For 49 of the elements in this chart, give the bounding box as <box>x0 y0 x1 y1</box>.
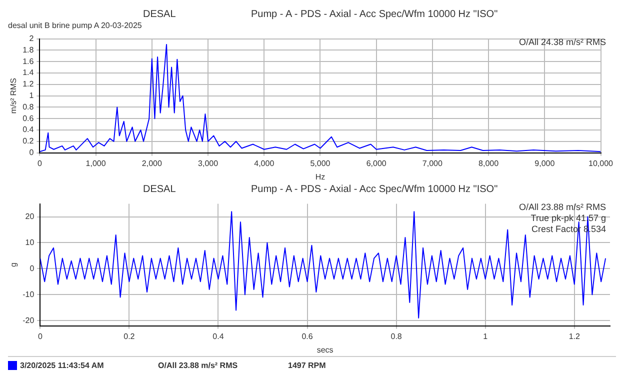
x-tick-label: 7,000 <box>422 158 444 168</box>
x-tick-label: 5,000 <box>310 158 331 168</box>
x-axis-title: Hz <box>315 172 326 182</box>
x-tick-label: 0.4 <box>212 332 224 341</box>
text: 1497 RPM <box>288 360 327 370</box>
x-tick-label: 0 <box>38 332 43 341</box>
y-tick-label: 10 <box>25 238 35 247</box>
y-tick-label: 0.2 <box>22 136 34 146</box>
x-tick-label: 1 <box>483 332 488 341</box>
chart-title: DESAL <box>143 8 177 21</box>
x-tick-label: 1.2 <box>568 332 580 341</box>
x-tick-label: 8,000 <box>478 158 500 168</box>
y-axis-title: g <box>9 262 18 268</box>
text: desal unit B brine pump A 20-03-2025 <box>8 21 143 31</box>
chart-title: DESAL <box>143 183 177 196</box>
annotation: O/All 24.38 m/s² RMS <box>518 37 606 48</box>
y-tick-label: 0 <box>29 148 34 158</box>
x-tick-label: 2,000 <box>142 158 162 168</box>
y-tick-label: 1.8 <box>22 45 34 54</box>
y-axis-title: m/s² RMS <box>9 78 18 114</box>
x-tick-label: 0 <box>37 158 42 168</box>
y-tick-label: 0 <box>30 264 35 273</box>
y-tick-label: 1.2 <box>22 80 34 89</box>
x-tick-label: 6,000 <box>366 158 387 168</box>
y-tick-label: 1 <box>29 91 34 100</box>
text: O/All 23.88 m/s² RMS <box>158 360 239 370</box>
x-tick-label: 9,000 <box>534 158 556 168</box>
y-tick-label: 0.6 <box>22 114 34 123</box>
y-tick-label: 1.4 <box>22 68 34 78</box>
x-axis-title: secs <box>316 345 334 354</box>
y-tick-label: 0.4 <box>22 125 34 134</box>
annotation: True pk-pk 41.57 g <box>530 213 606 224</box>
y-tick-label: -10 <box>22 290 35 299</box>
x-tick-label: 10,000 <box>588 158 614 168</box>
x-tick-label: 0.8 <box>390 332 402 341</box>
x-tick-label: 1,000 <box>86 158 106 168</box>
annotation: O/All 23.88 m/s² RMS <box>518 202 606 213</box>
x-tick-label: 0.2 <box>124 332 136 341</box>
chart-subtitle: Pump - A - PDS - Axial - Acc Spec/Wfm 10000 Hz "ISO" <box>251 8 498 21</box>
y-tick-label: 20 <box>25 212 35 221</box>
x-tick-label: 0.6 <box>302 332 314 341</box>
legend-label: 3/20/2025 11:43:54 AM <box>20 360 104 370</box>
x-tick-label: 4,000 <box>254 158 275 168</box>
y-tick-label: 2 <box>29 34 34 44</box>
x-tick-label: 3,000 <box>198 158 219 168</box>
y-tick-label: -20 <box>22 316 35 325</box>
y-tick-label: 0.8 <box>22 102 34 112</box>
y-tick-label: 1.6 <box>22 56 34 66</box>
chart-subtitle: Pump - A - PDS - Axial - Acc Spec/Wfm 10000 Hz "ISO" <box>251 183 498 196</box>
